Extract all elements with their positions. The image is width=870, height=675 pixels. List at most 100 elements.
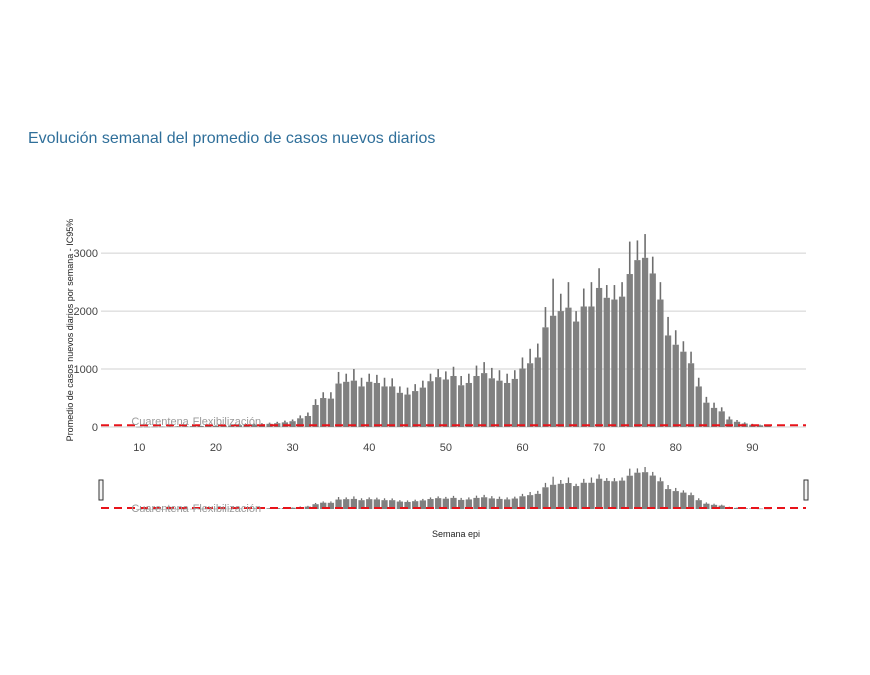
mini-bar — [197, 508, 204, 510]
bar[interactable] — [143, 426, 151, 428]
bar[interactable] — [588, 306, 595, 427]
bar[interactable] — [350, 380, 358, 427]
range-selector[interactable]: Cuarentena Flexibilización — [98, 467, 809, 515]
bar[interactable] — [649, 273, 656, 427]
bar[interactable] — [549, 315, 557, 427]
bar[interactable] — [404, 394, 411, 427]
bar[interactable] — [343, 381, 350, 427]
bar[interactable] — [618, 296, 626, 427]
bar[interactable] — [327, 398, 335, 427]
bar[interactable] — [366, 381, 373, 427]
bar[interactable] — [412, 391, 419, 427]
bar[interactable] — [442, 379, 449, 427]
y-axis-ticks: 0 1000 2000 3000 — [74, 248, 98, 434]
bar[interactable] — [151, 426, 158, 428]
bar[interactable] — [511, 378, 518, 427]
bar[interactable] — [136, 426, 143, 428]
bar[interactable] — [289, 421, 296, 427]
bar[interactable] — [572, 321, 580, 427]
bar[interactable] — [519, 368, 526, 427]
mini-bar — [526, 495, 534, 509]
bar[interactable] — [297, 418, 304, 427]
bar[interactable] — [672, 344, 679, 427]
bar[interactable] — [212, 425, 220, 427]
mini-bar — [641, 472, 649, 509]
bar[interactable] — [381, 386, 388, 427]
bar[interactable] — [710, 407, 718, 427]
bar[interactable] — [534, 357, 541, 427]
bar[interactable] — [373, 382, 381, 427]
mini-bar — [404, 501, 411, 509]
bar[interactable] — [481, 373, 488, 427]
error-bars — [138, 234, 769, 427]
mini-bar — [503, 499, 511, 509]
bar[interactable] — [611, 299, 618, 427]
mini-bar — [427, 499, 434, 509]
bar[interactable] — [726, 419, 733, 427]
x-tick-label: 90 — [746, 442, 758, 454]
mini-bar — [618, 480, 626, 509]
bar[interactable] — [687, 363, 695, 427]
bar[interactable] — [335, 383, 342, 427]
bar[interactable] — [159, 426, 166, 428]
bar[interactable] — [526, 363, 534, 427]
mini-bar — [687, 495, 695, 509]
bar[interactable] — [312, 404, 319, 427]
bar-series[interactable] — [136, 257, 771, 428]
bar[interactable] — [695, 386, 702, 427]
bar[interactable] — [266, 423, 273, 427]
bar[interactable] — [557, 311, 564, 427]
bar[interactable] — [197, 425, 204, 427]
range-handle-right[interactable] — [803, 479, 809, 501]
bar[interactable] — [664, 335, 672, 427]
bar[interactable] — [488, 378, 495, 427]
bar[interactable] — [220, 425, 227, 427]
bar[interactable] — [580, 306, 587, 427]
bar[interactable] — [565, 307, 572, 427]
bar[interactable] — [503, 382, 511, 427]
mini-bar — [381, 500, 388, 509]
mini-bar — [672, 491, 679, 509]
bar[interactable] — [718, 411, 725, 427]
bar[interactable] — [473, 376, 480, 427]
mini-bar — [664, 489, 672, 509]
bar[interactable] — [205, 425, 212, 427]
bar[interactable] — [427, 381, 434, 427]
bar[interactable] — [189, 426, 197, 427]
bar[interactable] — [496, 380, 503, 427]
bar[interactable] — [756, 425, 764, 427]
bar[interactable] — [634, 260, 641, 427]
bar[interactable] — [419, 387, 426, 427]
bar[interactable] — [764, 425, 771, 427]
bar[interactable] — [389, 386, 396, 427]
bar[interactable] — [166, 426, 174, 428]
x-tick-label: 60 — [516, 442, 528, 454]
bar[interactable] — [595, 287, 603, 427]
bar[interactable] — [450, 376, 457, 427]
mini-bar — [435, 498, 442, 509]
bar[interactable] — [396, 392, 404, 427]
bar[interactable] — [626, 274, 633, 427]
bar[interactable] — [657, 299, 664, 427]
bar[interactable] — [458, 385, 465, 427]
bar[interactable] — [358, 386, 365, 427]
mini-bar — [595, 478, 603, 509]
mini-bar — [327, 502, 335, 509]
bar[interactable] — [435, 377, 442, 427]
bar[interactable] — [680, 351, 687, 427]
bar[interactable] — [703, 402, 710, 427]
mini-bar — [626, 475, 633, 509]
bar[interactable] — [320, 398, 327, 427]
bar[interactable] — [251, 424, 258, 427]
bar[interactable] — [174, 426, 181, 427]
bar[interactable] — [641, 257, 649, 427]
mini-bar — [488, 498, 495, 509]
bar[interactable] — [182, 426, 189, 427]
bar[interactable] — [733, 421, 741, 427]
bar[interactable] — [542, 327, 549, 427]
bar[interactable] — [465, 382, 472, 427]
bar[interactable] — [304, 415, 312, 427]
range-handle-left[interactable] — [98, 479, 104, 501]
bar[interactable] — [603, 297, 610, 427]
